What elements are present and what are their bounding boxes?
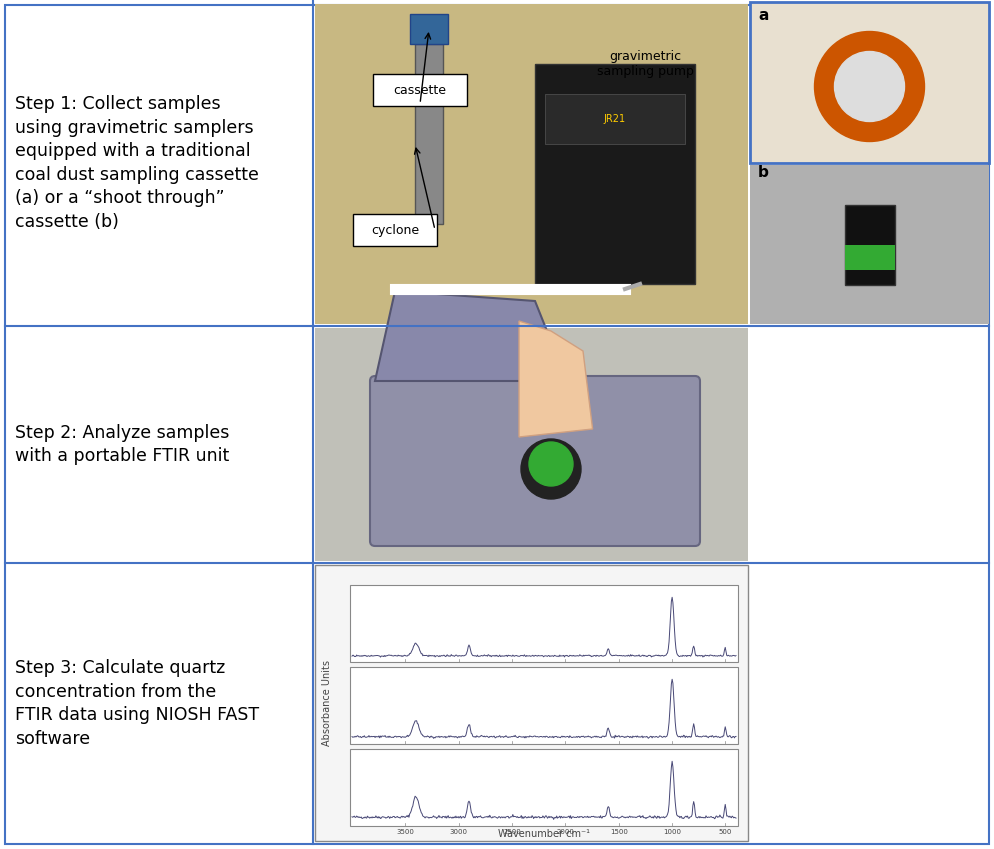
Text: Step 3: Calculate quartz
concentration from the
FTIR data using NIOSH FAST
softw: Step 3: Calculate quartz concentration f… — [15, 659, 259, 748]
Text: cassette: cassette — [394, 83, 446, 97]
Text: b: b — [758, 165, 769, 180]
Bar — [350, 585, 738, 662]
Text: Step 1: Collect samples
using gravimetric samplers
equipped with a traditional
c: Step 1: Collect samples using gravimetri… — [15, 95, 258, 231]
Bar — [845, 205, 895, 284]
Text: 2000: 2000 — [557, 829, 575, 835]
Bar — [410, 14, 448, 44]
Circle shape — [521, 439, 581, 499]
Bar — [750, 165, 989, 324]
Circle shape — [814, 31, 924, 142]
Bar — [350, 749, 738, 826]
Text: Step 2: Analyze samples
with a portable FTIR unit: Step 2: Analyze samples with a portable … — [15, 424, 230, 465]
Text: 3500: 3500 — [397, 829, 414, 835]
Text: gravimetric
sampling pump: gravimetric sampling pump — [596, 50, 694, 78]
Text: cyclone: cyclone — [371, 223, 419, 237]
FancyBboxPatch shape — [373, 74, 467, 106]
Bar — [315, 4, 748, 324]
Bar — [545, 94, 685, 144]
Bar — [535, 64, 695, 284]
Bar — [415, 44, 443, 224]
Text: Absorbance Units: Absorbance Units — [322, 660, 332, 746]
Text: 2500: 2500 — [503, 829, 521, 835]
Text: 500: 500 — [719, 829, 732, 835]
Text: JR21: JR21 — [604, 114, 626, 124]
FancyBboxPatch shape — [370, 376, 700, 546]
Text: 1500: 1500 — [609, 829, 627, 835]
Circle shape — [529, 442, 573, 486]
FancyBboxPatch shape — [353, 214, 437, 246]
Bar — [315, 328, 748, 561]
Polygon shape — [375, 291, 567, 381]
Text: Wavenumber cm⁻¹: Wavenumber cm⁻¹ — [498, 829, 590, 839]
Text: 3000: 3000 — [449, 829, 467, 835]
Bar — [750, 2, 989, 163]
Polygon shape — [519, 321, 592, 437]
Text: 1000: 1000 — [663, 829, 681, 835]
Bar — [350, 667, 738, 744]
Bar — [315, 565, 748, 841]
Bar — [845, 245, 895, 269]
Circle shape — [835, 52, 905, 121]
Text: a: a — [758, 8, 768, 23]
